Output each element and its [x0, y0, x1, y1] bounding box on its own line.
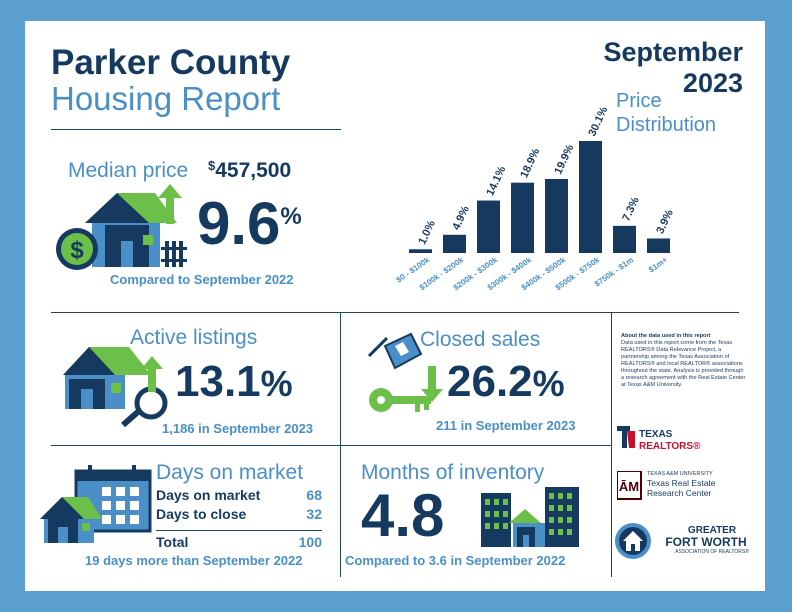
svg-text:ĀM: ĀM — [619, 479, 639, 494]
months-inventory-comparison: Compared to 3.6 in September 2022 — [345, 553, 566, 568]
price-bar — [511, 182, 534, 253]
price-distribution-title-line1: Price — [616, 90, 662, 112]
house-magnifier-icon — [63, 347, 168, 428]
dom-total-value: 100 — [298, 534, 322, 550]
active-listings-change: 13.1% — [175, 357, 293, 407]
closed-sales-detail: 211 in September 2023 — [436, 418, 576, 433]
texas-realtors-word2: REALTORS® — [639, 441, 701, 452]
price-bar — [477, 200, 500, 253]
price-bar — [409, 249, 432, 253]
gfw-line2: FORT WORTH — [665, 535, 747, 549]
dom-row-market: Days on market 68 — [156, 487, 322, 506]
price-bar-value-label: 18.9% — [518, 146, 542, 180]
price-bar — [613, 225, 636, 253]
title-divider — [51, 129, 341, 130]
up-arrow-icon — [141, 356, 163, 392]
months-inventory-value: 4.8 — [361, 482, 445, 549]
price-distribution-title: Price Distribution — [616, 89, 716, 137]
texas-realtors-word1: TEXAS — [639, 429, 673, 440]
key-tag-icon — [367, 332, 431, 412]
closed-sales-label: Closed sales — [420, 328, 541, 351]
price-distribution-title-line2: Distribution — [616, 114, 717, 136]
report-year: 2023 — [682, 68, 743, 98]
price-bar — [545, 178, 568, 253]
closed-sales-change: 26.2% — [447, 357, 565, 407]
price-bar — [647, 238, 670, 253]
median-price-comparison: Compared to September 2022 — [110, 272, 294, 287]
report-card: Parker County Housing Report September 2… — [25, 21, 765, 591]
dom-total-label: Total — [156, 534, 189, 550]
price-bar-value-label: 4.9% — [450, 204, 472, 232]
median-price-change-unit: % — [280, 203, 302, 230]
dom-row-label: Days on market — [156, 487, 261, 503]
tamu-seal-icon: ĀM — [617, 471, 642, 500]
row-divider-1 — [51, 312, 739, 313]
months-inventory-label: Months of inventory — [361, 461, 545, 484]
report-date: September 2023 — [603, 37, 743, 99]
row-divider-2 — [51, 445, 611, 446]
title-county: Parker County — [51, 43, 291, 82]
about-data: About the data used in this report Data … — [621, 333, 746, 389]
gfw-line3: ASSOCIATION OF REALTORS® — [675, 549, 749, 555]
down-arrow-icon — [421, 366, 443, 402]
tamu-line1: TEXAS A&M UNIVERSITY — [647, 471, 713, 477]
active-listings-change-number: 13.1 — [175, 357, 261, 406]
dom-row-total: Total 100 — [156, 534, 322, 553]
dom-row-value: 32 — [306, 506, 322, 522]
price-bar-value-label: 14.1% — [484, 164, 508, 198]
col-divider-1 — [340, 312, 341, 577]
active-listings-change-unit: % — [260, 363, 293, 404]
dom-row-value: 68 — [306, 487, 322, 503]
price-bar-value-label: 3.9% — [654, 208, 676, 236]
texas-realtors-logo: TEXAS REALTORS® — [617, 426, 701, 452]
active-listings-label: Active listings — [130, 326, 258, 349]
days-on-market-comparison: 19 days more than September 2022 — [85, 553, 303, 568]
house-money-icon: $ — [56, 193, 187, 270]
closed-sales-change-unit: % — [532, 363, 565, 404]
price-category-label: $1m+ — [647, 255, 669, 274]
price-bar — [579, 141, 602, 253]
price-bar-value-label: 30.1% — [586, 105, 610, 139]
price-bar — [443, 234, 466, 253]
col-divider-2 — [611, 312, 612, 577]
about-heading: About the data used in this report — [621, 333, 711, 339]
report-month: September — [603, 37, 743, 67]
active-listings-detail: 1,186 in September 2023 — [162, 421, 314, 436]
price-bar-value-label: 7.3% — [620, 195, 642, 223]
median-price-currency: $ — [208, 158, 216, 173]
about-body: Data used in this report come from the T… — [621, 340, 746, 388]
tamu-line3: Research Center — [647, 488, 712, 498]
median-price-amount: 457,500 — [215, 159, 292, 182]
dom-total-divider — [156, 530, 322, 531]
median-price-label: Median price — [68, 159, 189, 182]
svg-text:$: $ — [70, 237, 84, 264]
tamu-line2: Texas Real Estate — [647, 478, 716, 488]
median-price-change-number: 9.6 — [197, 190, 281, 257]
days-on-market-table: Days on market 68 Days to close 32 Total… — [156, 487, 322, 553]
up-arrow-icon — [158, 184, 182, 224]
title-report: Housing Report — [51, 80, 281, 117]
closed-sales-change-number: 26.2 — [447, 357, 533, 406]
dom-row-label: Days to close — [156, 506, 247, 522]
dom-row-close: Days to close 32 — [156, 506, 322, 525]
price-bar-value-label: 19.9% — [552, 143, 576, 177]
days-on-market-label: Days on market — [156, 461, 304, 484]
price-bar-value-label: 1.0% — [416, 219, 438, 247]
median-price-value: $457,500 — [208, 158, 291, 183]
median-price-change: 9.6% — [197, 189, 302, 258]
calendar-house-icon — [40, 465, 152, 543]
gfw-emblem-icon — [615, 523, 651, 559]
buildings-icon — [481, 487, 579, 547]
gfw-line1: GREATER — [687, 525, 737, 536]
